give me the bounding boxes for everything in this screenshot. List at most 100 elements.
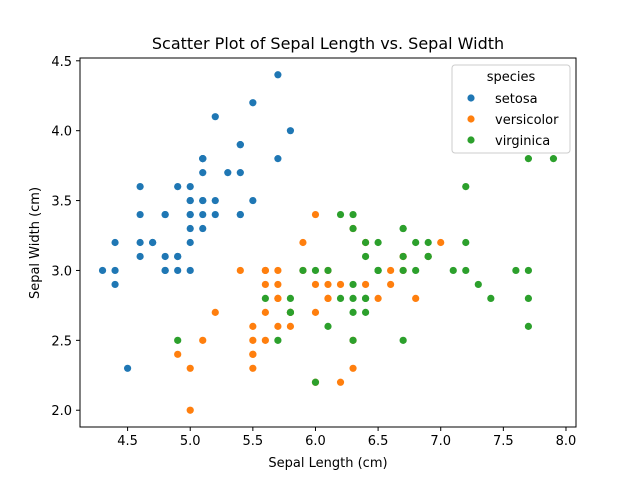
data-point-setosa	[199, 169, 207, 177]
data-point-virginica	[349, 210, 357, 219]
data-point-versicolor	[274, 322, 282, 330]
data-point-setosa	[199, 224, 207, 233]
data-point-virginica	[299, 266, 307, 275]
data-point-virginica	[349, 308, 357, 316]
legend-box	[451, 64, 571, 154]
data-point-versicolor	[299, 238, 307, 247]
data-point-setosa	[136, 210, 144, 219]
data-point-setosa	[236, 141, 244, 149]
data-point-setosa	[211, 196, 219, 205]
data-point-virginica	[274, 336, 282, 344]
data-point-virginica	[324, 322, 332, 330]
data-point-versicolor	[336, 378, 345, 386]
y-axis-label: Sepal Width (cm)	[28, 187, 43, 299]
data-point-versicolor	[261, 336, 269, 344]
data-point-setosa	[224, 169, 232, 177]
data-point-versicolor	[261, 280, 269, 289]
data-point-versicolor	[211, 308, 219, 316]
data-point-setosa	[111, 238, 119, 247]
x-tick-label: 5.5	[243, 434, 264, 449]
data-point-setosa	[161, 266, 169, 275]
data-point-virginica	[361, 308, 370, 316]
data-point-setosa	[186, 196, 194, 205]
data-point-setosa	[111, 280, 119, 289]
legend-marker-setosa	[467, 94, 475, 102]
legend-entries: setosa versicolor virginica	[467, 92, 559, 149]
data-point-setosa	[236, 210, 244, 219]
x-tick-label: 7.5	[493, 434, 514, 449]
chart-title: Scatter Plot of Sepal Length vs. Sepal W…	[152, 34, 504, 53]
x-tick-label: 8.0	[556, 434, 577, 449]
data-point-virginica	[524, 266, 533, 275]
data-point-virginica	[462, 266, 470, 275]
data-point-virginica	[487, 294, 495, 303]
axes-frame	[79, 57, 577, 428]
data-point-virginica	[361, 238, 370, 247]
legend-label-versicolor: versicolor	[495, 113, 559, 128]
data-point-versicolor	[324, 280, 332, 289]
data-point-virginica	[349, 336, 357, 344]
data-point-virginica	[286, 294, 295, 303]
data-point-versicolor	[274, 280, 282, 289]
data-point-virginica	[399, 336, 407, 344]
data-point-versicolor	[186, 364, 194, 372]
data-point-virginica	[349, 224, 357, 233]
y-tick-label: 3.0	[51, 264, 72, 279]
y-tick-label: 2.5	[51, 334, 72, 349]
legend-label-virginica: virginica	[495, 134, 550, 149]
legend-marker-virginica	[467, 136, 475, 144]
series-setosa	[98, 71, 295, 372]
legend-marker-versicolor	[467, 115, 475, 123]
data-point-versicolor	[311, 210, 320, 219]
data-point-virginica	[286, 308, 295, 316]
data-point-versicolor	[236, 266, 244, 275]
data-point-virginica	[174, 336, 182, 344]
data-point-versicolor	[361, 280, 370, 289]
x-axis-ticks: 4.5 5.0 5.5 6.0 6.5 7.0 7.5 8.0	[117, 427, 576, 449]
legend-label-setosa: setosa	[495, 92, 538, 107]
data-point-versicolor	[311, 280, 320, 289]
data-point-virginica	[412, 266, 420, 275]
data-point-versicolor	[387, 266, 395, 275]
data-point-versicolor	[199, 336, 207, 344]
data-point-setosa	[199, 155, 207, 163]
data-point-setosa	[174, 252, 182, 261]
data-point-versicolor	[261, 266, 269, 275]
data-point-versicolor	[186, 406, 194, 414]
data-point-virginica	[374, 266, 382, 275]
data-point-virginica	[512, 266, 520, 275]
data-point-virginica	[336, 210, 345, 219]
data-point-setosa	[249, 99, 257, 107]
data-point-virginica	[261, 294, 269, 303]
data-point-virginica	[361, 252, 370, 261]
data-point-setosa	[186, 224, 194, 233]
data-point-setosa	[186, 210, 194, 219]
data-point-virginica	[412, 238, 420, 247]
data-point-setosa	[161, 210, 169, 219]
data-point-virginica	[424, 238, 432, 247]
data-point-setosa	[211, 210, 219, 219]
data-point-setosa	[136, 238, 144, 247]
data-point-setosa	[249, 196, 257, 205]
data-point-setosa	[199, 196, 207, 205]
data-points	[98, 71, 558, 414]
data-point-versicolor	[261, 308, 269, 316]
data-point-virginica	[349, 280, 357, 289]
data-point-setosa	[98, 266, 107, 275]
data-point-virginica	[474, 280, 482, 289]
series-virginica	[174, 155, 558, 386]
data-point-setosa	[199, 210, 207, 219]
data-point-setosa	[174, 266, 182, 275]
data-point-setosa	[174, 182, 182, 191]
data-point-versicolor	[387, 280, 395, 289]
y-tick-label: 2.0	[51, 404, 72, 419]
legend-title: species	[487, 70, 536, 85]
y-tick-label: 3.5	[51, 195, 72, 210]
data-point-virginica	[324, 266, 332, 275]
y-tick-label: 4.0	[51, 125, 72, 140]
data-point-virginica	[311, 266, 320, 275]
data-point-versicolor	[249, 336, 257, 344]
data-point-versicolor	[437, 238, 445, 247]
data-point-virginica	[524, 294, 533, 303]
